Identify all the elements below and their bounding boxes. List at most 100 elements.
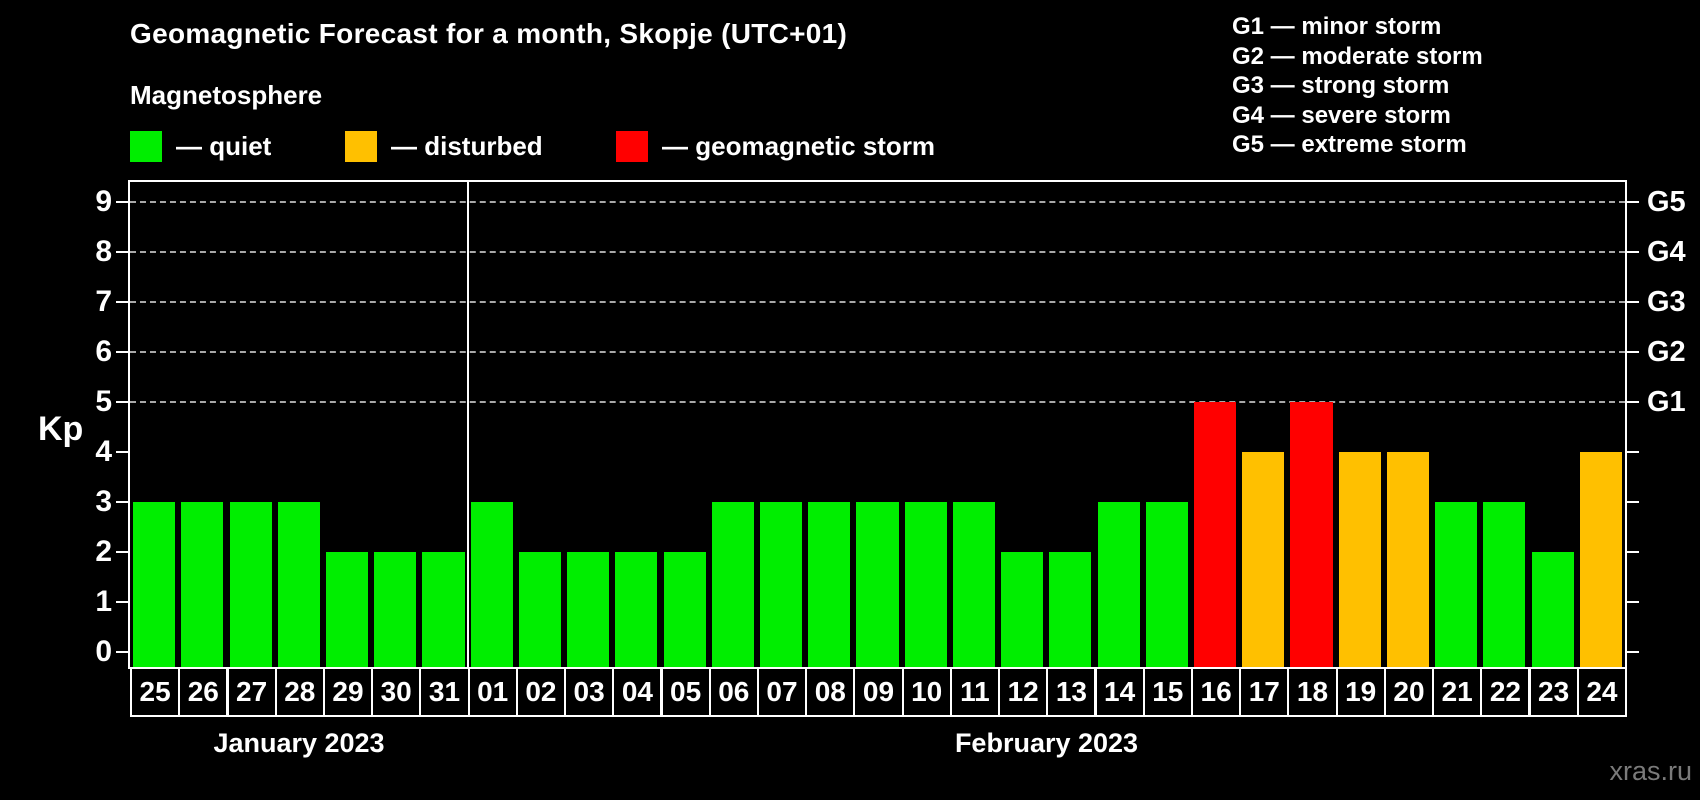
right-axis-label-g4: G4 xyxy=(1647,236,1686,268)
day-label-13: 13 xyxy=(1046,667,1097,717)
storm-legend-swatch xyxy=(616,131,648,162)
kp-bar-day-20 xyxy=(1386,452,1430,667)
day-label-31: 31 xyxy=(419,667,470,717)
day-label-29: 29 xyxy=(322,667,374,717)
kp-bar-day-11 xyxy=(952,502,995,667)
chart-title: Geomagnetic Forecast for a month, Skopje… xyxy=(130,18,848,49)
day-label-18: 18 xyxy=(1287,667,1338,717)
left-tick-kp6 xyxy=(116,351,130,353)
right-tick-kp0 xyxy=(1625,651,1639,653)
kp-bar-day-05 xyxy=(663,552,706,667)
day-label-19: 19 xyxy=(1335,667,1386,717)
y-axis-label-1: 1 xyxy=(95,585,112,618)
y-axis-label-4: 4 xyxy=(95,435,112,468)
day-label-04: 04 xyxy=(612,667,663,717)
day-label-01: 01 xyxy=(467,667,518,717)
right-tick-kp6 xyxy=(1625,351,1639,353)
day-label-24: 24 xyxy=(1576,667,1627,717)
kp-bar-day-06 xyxy=(711,502,754,667)
disturbed-legend-label: — disturbed xyxy=(391,131,543,161)
kp-bar-day-22 xyxy=(1483,502,1526,667)
kp-bar-day-19 xyxy=(1338,452,1381,667)
kp-bar-day-29 xyxy=(325,552,369,667)
y-axis-label-6: 6 xyxy=(95,335,112,368)
kp-bar-day-01 xyxy=(470,502,513,667)
day-label-25: 25 xyxy=(130,667,181,717)
day-label-06: 06 xyxy=(708,667,759,717)
month-separator-line xyxy=(466,182,469,667)
kp-bar-day-13 xyxy=(1049,552,1092,667)
right-axis-label-g1: G1 xyxy=(1647,386,1686,418)
kp-bar-day-18 xyxy=(1290,402,1333,667)
day-label-07: 07 xyxy=(756,667,808,717)
kp-bar-day-08 xyxy=(808,502,851,667)
g4-legend-line: G4 — severe storm xyxy=(1232,101,1451,129)
kp-bar-day-14 xyxy=(1097,502,1140,667)
day-label-27: 27 xyxy=(226,667,277,717)
day-label-22: 22 xyxy=(1480,667,1531,717)
left-tick-kp5 xyxy=(116,401,130,403)
day-label-12: 12 xyxy=(998,667,1049,717)
day-label-08: 08 xyxy=(805,667,856,717)
right-axis-label-g2: G2 xyxy=(1647,336,1686,368)
g-scale-legend: G1 — minor storm G2 — moderate storm G3 … xyxy=(1232,12,1483,160)
kp-bar-day-12 xyxy=(1001,552,1044,667)
kp-bar-day-15 xyxy=(1145,502,1188,667)
y-axis-label-9: 9 xyxy=(95,185,112,218)
day-label-30: 30 xyxy=(371,667,422,717)
day-label-09: 09 xyxy=(853,667,904,717)
g5-legend-line: G5 — extreme storm xyxy=(1232,131,1467,158)
g3-legend-line: G3 — strong storm xyxy=(1232,72,1450,99)
left-tick-kp1 xyxy=(116,601,130,603)
month-label-january: January 2023 xyxy=(213,728,385,758)
left-tick-kp4 xyxy=(116,451,130,453)
day-label-26: 26 xyxy=(178,667,229,717)
quiet-legend-label: — quiet xyxy=(176,131,272,161)
day-label-23: 23 xyxy=(1528,667,1579,717)
right-tick-kp1 xyxy=(1625,601,1639,603)
kp-bar-day-24 xyxy=(1579,452,1622,667)
kp-bar-day-04 xyxy=(615,552,658,667)
day-label-02: 02 xyxy=(515,667,566,717)
watermark: xras.ru xyxy=(1609,756,1692,786)
quiet-legend-swatch xyxy=(130,131,162,162)
kp-bar-day-10 xyxy=(904,502,947,667)
day-label-21: 21 xyxy=(1432,667,1483,717)
kp-bar-day-09 xyxy=(856,502,899,667)
kp-bar-day-25 xyxy=(133,502,176,667)
g2-legend-line: G2 — moderate storm xyxy=(1232,42,1483,70)
day-label-17: 17 xyxy=(1239,667,1290,717)
y-axis-label-0: 0 xyxy=(95,635,112,668)
kp-bar-day-27 xyxy=(229,502,272,667)
kp-bar-day-31 xyxy=(422,552,465,667)
kp-bar-day-03 xyxy=(567,552,610,667)
day-label-03: 03 xyxy=(564,667,615,717)
gridline-kp9 xyxy=(130,201,1625,203)
g1-legend-line: G1 — minor storm xyxy=(1232,13,1442,40)
y-axis-label-5: 5 xyxy=(95,385,112,418)
kp-bar-day-16 xyxy=(1194,402,1237,667)
kp-bar-day-30 xyxy=(374,552,417,667)
storm-legend-label: — geomagnetic storm xyxy=(662,131,936,161)
right-tick-kp8 xyxy=(1625,251,1639,253)
day-label-16: 16 xyxy=(1191,667,1242,717)
y-axis-label-8: 8 xyxy=(95,235,112,268)
right-axis-label-g3: G3 xyxy=(1647,286,1686,318)
gridline-kp7 xyxy=(130,301,1625,303)
left-tick-kp3 xyxy=(116,501,130,503)
gridline-kp6 xyxy=(130,351,1625,353)
left-tick-kp2 xyxy=(116,551,130,553)
gridline-kp8 xyxy=(130,251,1625,253)
day-label-05: 05 xyxy=(660,667,711,717)
kp-bar-day-23 xyxy=(1531,552,1574,667)
kp-bar-day-26 xyxy=(181,502,224,667)
left-tick-kp7 xyxy=(116,301,130,303)
day-label-28: 28 xyxy=(274,667,325,717)
day-label-15: 15 xyxy=(1142,667,1193,717)
magnetosphere-label: Magnetosphere xyxy=(130,80,323,110)
kp-bar-day-02 xyxy=(518,552,561,667)
right-tick-kp7 xyxy=(1625,301,1639,303)
y-axis-label-3: 3 xyxy=(95,485,112,518)
kp-bar-day-21 xyxy=(1435,502,1478,667)
